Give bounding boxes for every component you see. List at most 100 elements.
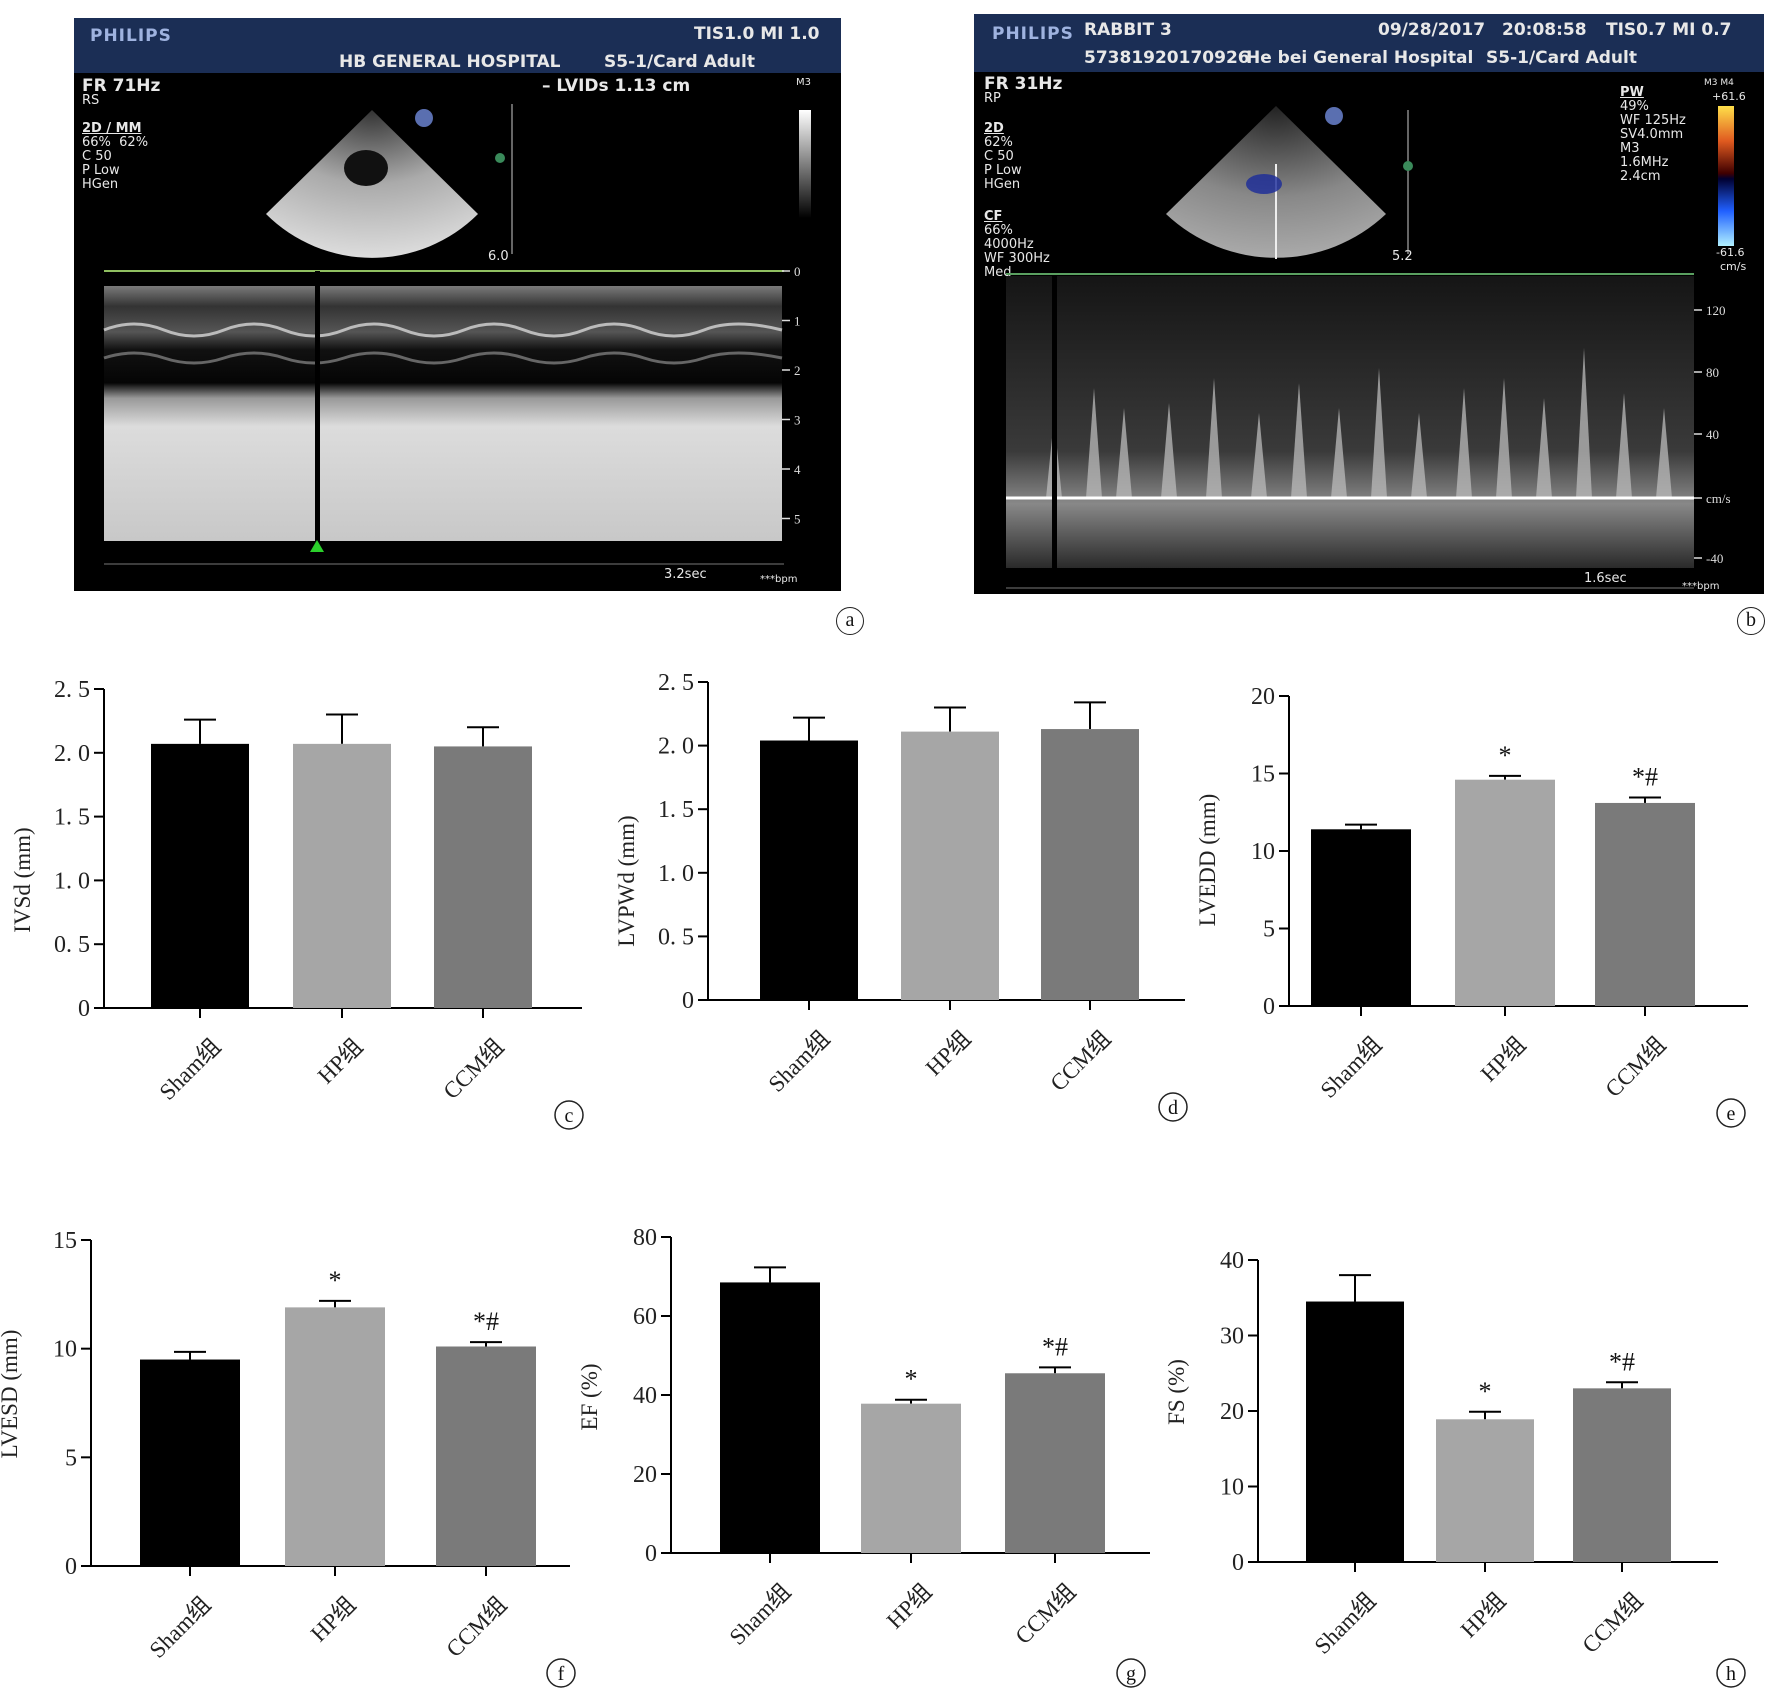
chart-h-category-label: HP组: [1456, 1588, 1511, 1643]
chart-c-category-label: CCM组: [438, 1034, 508, 1104]
chart-g-y-tick-label: 60: [633, 1304, 657, 1330]
chart-h-significance-mark: *: [1479, 1377, 1492, 1406]
panel-b-tis-mi: TIS0.7 MI 0.7: [1606, 20, 1732, 40]
chart-e-letter-circle: [1716, 1098, 1746, 1128]
panel-a-frame-rate: FR 71Hz: [82, 76, 161, 96]
chart-h-y-tick-label: 40: [1220, 1248, 1244, 1274]
panel-b-probe-marker: [1325, 107, 1343, 125]
panel-a-depth-scale: 0 1 2 3 4 5: [782, 264, 801, 527]
panel-a-m3: M3: [796, 77, 811, 88]
panel-b-color-bar: [1718, 106, 1734, 246]
chart-d-category-label: HP组: [921, 1026, 976, 1081]
chart-c-category-label: Sham组: [155, 1034, 226, 1105]
panel-b-scale-top: +61.6: [1712, 90, 1746, 103]
panel-b-doppler-peak: [1496, 378, 1512, 498]
panel-a-mode-title: 2D / MM: [82, 121, 142, 136]
panel-b-doppler-peak: [1086, 388, 1102, 498]
chart-c-bar: [434, 746, 532, 1008]
chart-g-y-label: EF (%): [577, 1363, 602, 1430]
chart-d-y-label: LVPWd (mm): [614, 815, 639, 946]
chart-c-y-tick-label: 1. 5: [54, 805, 90, 831]
panel-a-cursor-line: [315, 271, 320, 541]
panel-b-time: 20:08:58: [1502, 20, 1587, 40]
panel-a-depth-tick-label: 4: [794, 462, 801, 477]
panel-b-doppler-peak: [1161, 403, 1177, 498]
chart-h-bar: [1436, 1419, 1534, 1562]
chart-f-significance-mark: *: [329, 1266, 342, 1295]
panel-b-bpm: ***bpm: [1682, 581, 1720, 592]
panel-b-time: 1.6sec: [1584, 571, 1627, 586]
chart-e-significance-mark: *: [1499, 741, 1512, 770]
chart-h-y-tick-label: 10: [1220, 1475, 1244, 1501]
panel-b-velocity-scale: 120 80 40 cm/s -40: [1694, 303, 1731, 566]
panel-a-params: 66% 62% C 50 P Low HGen: [82, 135, 149, 192]
chart-e: 0 5 10 15 20 LVEDD (mm) Sham组 * HP组 *# CCM组 e: [1195, 684, 1748, 1128]
chart-f-y-label: LVESD (mm): [0, 1330, 22, 1459]
panel-a-depth-tick-label: 0: [794, 264, 801, 279]
chart-d-y-tick-label: 1. 0: [658, 861, 694, 887]
panel-a-tis-mi: TIS1.0 MI 1.0: [694, 24, 820, 44]
panel-b-velocity-tick-label: -40: [1706, 551, 1723, 566]
panel-a-mmode-trace: [104, 286, 782, 541]
chart-d-y-tick-label: 2. 0: [658, 734, 694, 760]
chart-f-category-label: HP组: [306, 1592, 361, 1647]
chart-f-y-tick-label: 5: [65, 1445, 77, 1471]
chart-g-bar: [1005, 1373, 1105, 1553]
panel-b-patient: RABBIT 3: [1084, 20, 1172, 40]
panel-b-pw-title: PW: [1620, 85, 1644, 100]
chart-g-bar: [861, 1403, 961, 1553]
chart-f: 0 5 10 15 LVESD (mm) Sham组 * HP组 *# CCM组 f: [0, 1228, 576, 1688]
chart-d-category-label: Sham组: [764, 1026, 835, 1097]
panel-b-cf-title: CF: [984, 209, 1003, 224]
panel-b-pw-params: 49% WF 125Hz SV4.0mm M3 1.6MHz 2.4cm: [1620, 99, 1686, 184]
chart-g-y-tick-label: 20: [633, 1462, 657, 1488]
panel-a-header: [74, 18, 841, 73]
chart-g-panel-letter: g: [1126, 1663, 1136, 1685]
panel-b-doppler-peak: [1456, 388, 1472, 498]
panel-b-doppler-peak: [1656, 408, 1672, 498]
panel-a-time: 3.2sec: [664, 567, 707, 582]
chart-e-bar: [1595, 802, 1695, 1006]
panel-b-velocity-tick-label: 120: [1706, 303, 1726, 318]
panel-b-frame-rate: FR 31Hz: [984, 74, 1063, 94]
panel-b-doppler-peak: [1251, 413, 1267, 498]
chart-h-significance-mark: *#: [1609, 1347, 1635, 1376]
chart-c-y-tick-label: 1. 0: [54, 868, 90, 894]
chart-e-panel-letter: e: [1727, 1103, 1736, 1125]
panel-b-scale-unit: cm/s: [1720, 260, 1747, 273]
chart-f-significance-mark: *#: [473, 1307, 499, 1336]
chart-c-y-tick-label: 2. 5: [54, 677, 90, 703]
chart-h-y-label: FS (%): [1164, 1359, 1189, 1425]
chart-e-y-tick-label: 10: [1251, 839, 1275, 865]
panel-b-doppler-peak: [1116, 408, 1132, 498]
chart-d: 0 0. 5 1. 0 1. 5 2. 0 2. 5 LVPWd (mm) Sham组 HP组 C…: [614, 670, 1188, 1122]
chart-c-y-tick-label: 0: [78, 996, 90, 1022]
panel-a-probe-marker: [415, 109, 433, 127]
panel-b-mode-title: 2D: [984, 121, 1004, 136]
chart-d-bar: [760, 740, 858, 1000]
chart-g-category-label: Sham组: [725, 1579, 796, 1650]
chart-e-y-tick-label: 15: [1251, 762, 1275, 788]
chart-h-category-label: CCM组: [1577, 1588, 1647, 1658]
panel-b-id: 57381920170926: [1084, 48, 1250, 68]
chart-d-letter-circle: [1158, 1092, 1188, 1122]
chart-h: 0 10 20 30 40 FS (%) Sham组 * HP组 *# CCM组 h: [1164, 1248, 1746, 1688]
chart-c-bar: [293, 743, 391, 1008]
chart-g-letter-circle: [1116, 1658, 1146, 1688]
chart-e-bar: [1455, 779, 1555, 1006]
panel-b-header: [974, 14, 1764, 72]
panel-b-cf-params: 66% 4000Hz WF 300Hz Med: [984, 223, 1050, 280]
chart-c-y-tick-label: 0. 5: [54, 932, 90, 958]
panel-letter-b: b: [1737, 607, 1765, 635]
chart-e-category-label: Sham组: [1316, 1032, 1387, 1103]
chart-e-significance-mark: *#: [1632, 763, 1658, 792]
chart-f-bar: [140, 1359, 240, 1566]
chart-d-y-tick-label: 1. 5: [658, 797, 694, 823]
panel-b-velocity-tick-label: 40: [1706, 427, 1719, 442]
chart-c: 0 0. 5 1. 0 1. 5 2. 0 2. 5 IVSd (mm) Sham组 HP组 CC…: [10, 677, 584, 1130]
panel-a-depth-tick-label: 2: [794, 363, 801, 378]
chart-f-letter-circle: [546, 1658, 576, 1688]
chart-d-bar: [901, 731, 999, 1000]
chart-g-y-tick-label: 40: [633, 1383, 657, 1409]
panel-b-probe: S5-1/Card Adult: [1486, 48, 1637, 68]
